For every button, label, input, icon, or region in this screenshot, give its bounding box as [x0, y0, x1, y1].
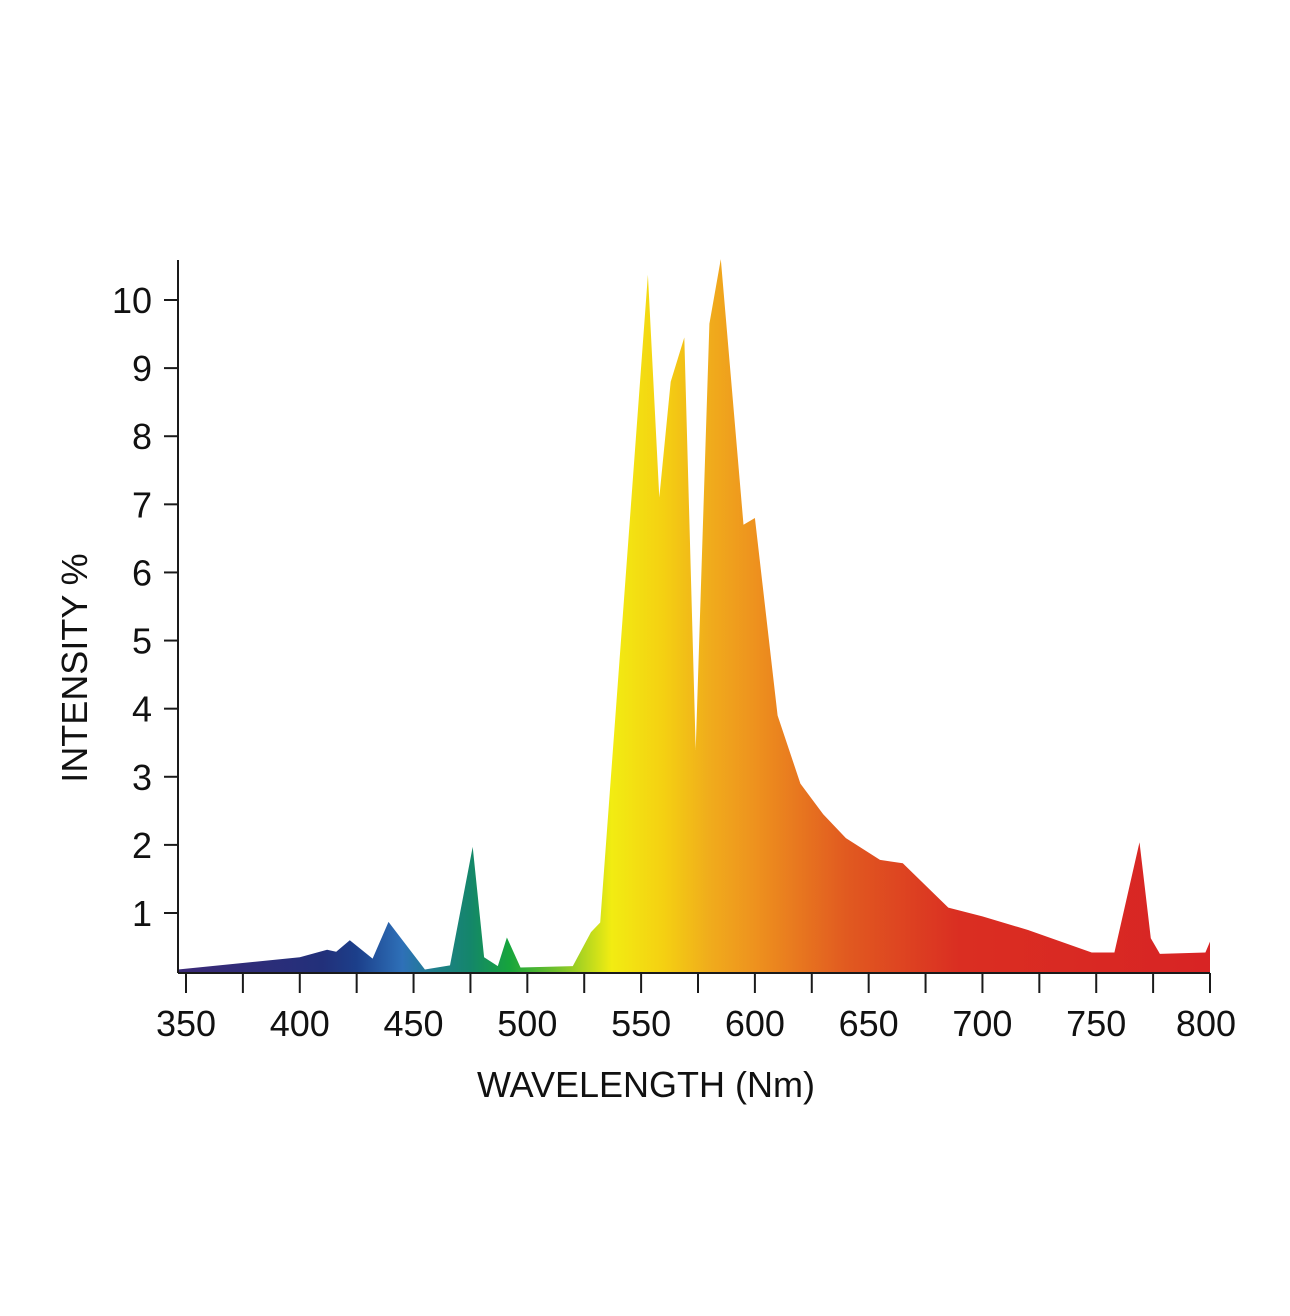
x-tick-label-800: 800 — [1176, 1003, 1236, 1044]
y-tick-label-10: 10 — [112, 280, 152, 321]
y-tick-label-9: 9 — [132, 348, 152, 389]
x-tick-label-450: 450 — [384, 1003, 444, 1044]
y-axis-ticks: 1 2 3 4 5 6 7 8 9 10 — [112, 280, 178, 934]
x-tick-label-350: 350 — [156, 1003, 216, 1044]
y-axis-title: INTENSITY % — [54, 553, 95, 782]
y-tick-label-2: 2 — [132, 825, 152, 866]
spectrum-area — [178, 259, 1210, 974]
y-tick-label-6: 6 — [132, 552, 152, 593]
y-tick-label-4: 4 — [132, 689, 152, 730]
plot-area — [178, 259, 1210, 974]
y-tick-label-8: 8 — [132, 416, 152, 457]
x-tick-label-500: 500 — [497, 1003, 557, 1044]
y-tick-label-7: 7 — [132, 484, 152, 525]
x-tick-label-750: 750 — [1066, 1003, 1126, 1044]
y-tick-label-5: 5 — [132, 621, 152, 662]
x-axis-ticks: 350 400 450 500 550 600 650 700 750 800 — [156, 973, 1236, 1044]
y-tick-label-3: 3 — [132, 757, 152, 798]
y-tick-label-1: 1 — [132, 893, 152, 934]
x-axis-title: WAVELENGTH (Nm) — [477, 1064, 815, 1105]
x-tick-label-400: 400 — [270, 1003, 330, 1044]
x-tick-label-650: 650 — [839, 1003, 899, 1044]
x-tick-label-700: 700 — [952, 1003, 1012, 1044]
x-tick-label-550: 550 — [611, 1003, 671, 1044]
x-tick-label-600: 600 — [725, 1003, 785, 1044]
